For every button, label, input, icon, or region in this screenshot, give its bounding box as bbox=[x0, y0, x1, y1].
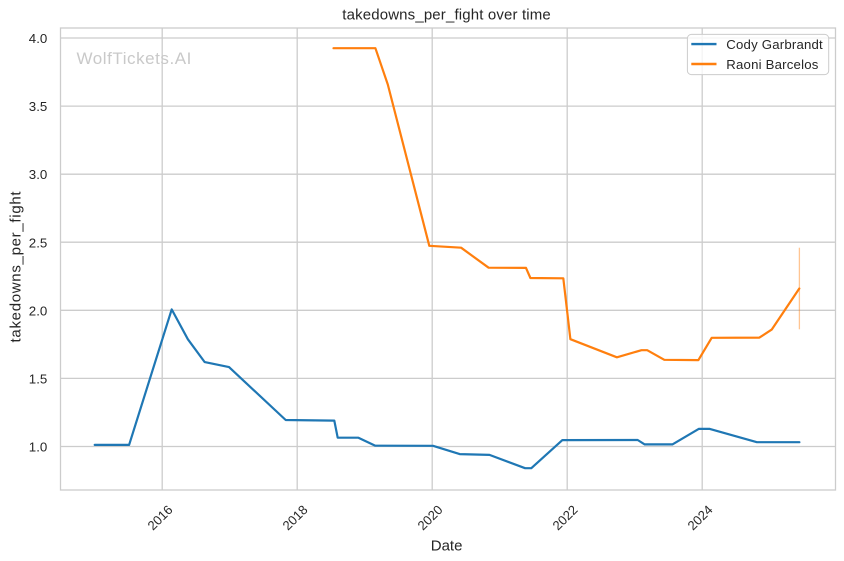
svg-text:1.0: 1.0 bbox=[29, 440, 48, 455]
svg-text:Cody Garbrandt: Cody Garbrandt bbox=[726, 37, 823, 52]
svg-text:Date: Date bbox=[431, 537, 463, 554]
svg-text:3.0: 3.0 bbox=[29, 167, 48, 182]
svg-text:2.0: 2.0 bbox=[29, 303, 48, 318]
svg-text:takedowns_per_fight over time: takedowns_per_fight over time bbox=[342, 7, 551, 24]
svg-text:2.5: 2.5 bbox=[29, 235, 48, 250]
svg-text:1.5: 1.5 bbox=[29, 371, 48, 386]
svg-text:3.5: 3.5 bbox=[29, 99, 48, 114]
svg-text:Raoni Barcelos: Raoni Barcelos bbox=[726, 57, 818, 72]
svg-text:takedowns_per_fight: takedowns_per_fight bbox=[8, 191, 25, 343]
svg-text:4.0: 4.0 bbox=[29, 31, 48, 46]
svg-text:WolfTickets.AI: WolfTickets.AI bbox=[77, 49, 192, 68]
